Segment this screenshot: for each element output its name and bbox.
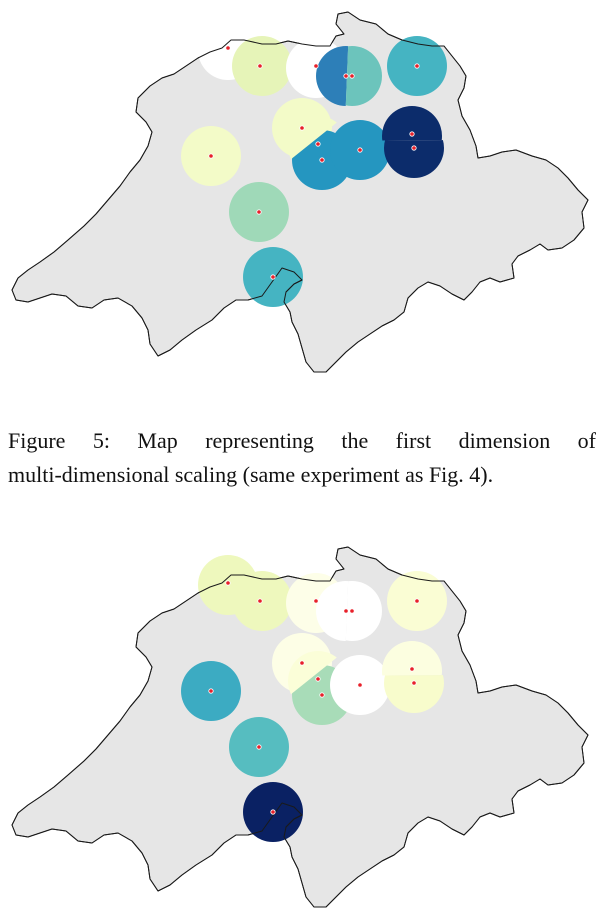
- site-bern-dot: [208, 688, 214, 694]
- site-aarau-dot: [313, 598, 319, 604]
- site-thun-dot: [256, 744, 262, 750]
- site-zurich-a-dot: [343, 73, 349, 79]
- site-winterthur-dot: [414, 598, 420, 604]
- site-bern-dot: [208, 153, 214, 159]
- country-border: [11, 11, 589, 373]
- caption-line-1: Figure 5: Map representing the first dim…: [8, 428, 596, 453]
- site-liestal-dot: [257, 63, 263, 69]
- map-dimension-1: [11, 11, 589, 373]
- site-lucerne-b-dot: [319, 692, 325, 698]
- site-basel-dot: [225, 45, 231, 51]
- site-basel-dot: [225, 580, 231, 586]
- canton-border: [285, 814, 303, 828]
- site-solothurn-dot: [299, 660, 305, 666]
- site-stgallen-a-dot: [409, 666, 415, 672]
- site-lucerne-a-dot: [315, 676, 321, 682]
- canton-border: [285, 279, 303, 293]
- site-visp-dot: [270, 274, 276, 280]
- site-thun-dot: [256, 209, 262, 215]
- site-visp-dot: [270, 809, 276, 815]
- site-zurich-b-dot: [349, 73, 355, 79]
- site-zurich-b-dot: [349, 608, 355, 614]
- site-stgallen-a-dot: [409, 131, 415, 137]
- site-zurich-a-dot: [343, 608, 349, 614]
- site-lucerne-a-dot: [315, 141, 321, 147]
- figure-caption: Figure 5: Map representing the first dim…: [8, 424, 596, 492]
- map-dimension-2: [11, 546, 589, 908]
- site-stgallen-b-dot: [411, 680, 417, 686]
- site-aarau-dot: [313, 63, 319, 69]
- site-zug-dot: [357, 682, 363, 688]
- site-liestal-dot: [257, 598, 263, 604]
- caption-line-2: multi-dimensional scaling (same experime…: [8, 462, 494, 487]
- site-winterthur-dot: [414, 63, 420, 69]
- site-stgallen-b-dot: [411, 145, 417, 151]
- site-lucerne-b-dot: [319, 157, 325, 163]
- site-solothurn-dot: [299, 125, 305, 131]
- site-zug-dot: [357, 147, 363, 153]
- country-border: [11, 546, 589, 908]
